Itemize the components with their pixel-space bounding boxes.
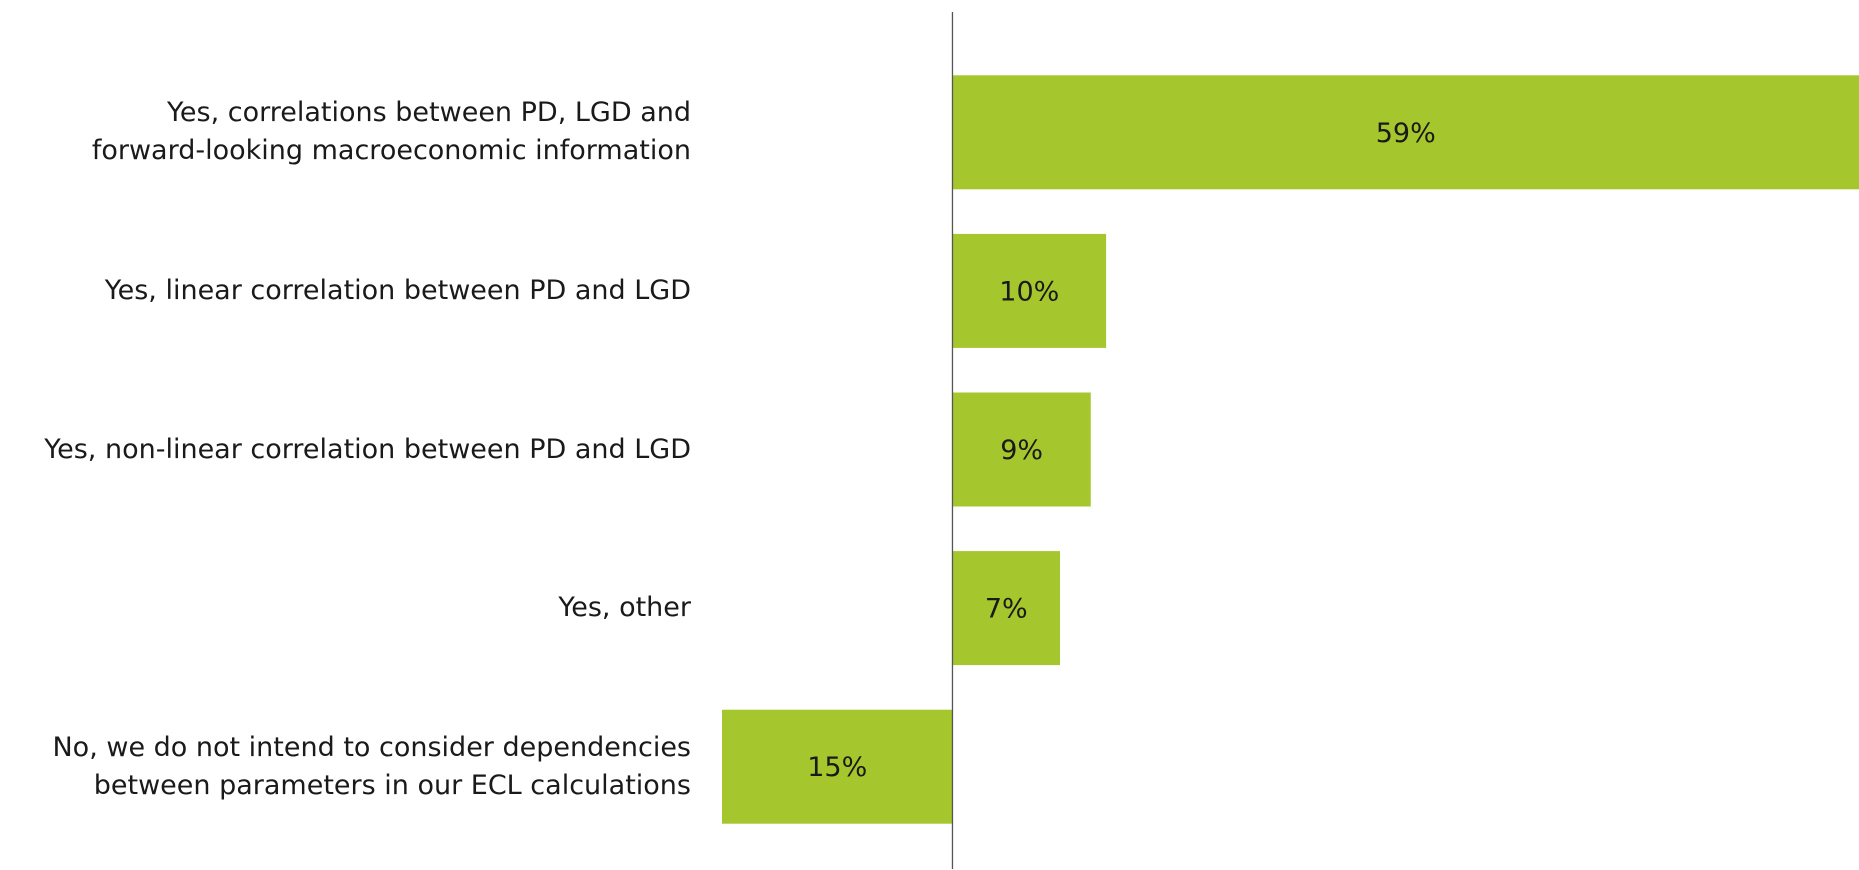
value-label: 7% bbox=[985, 594, 1028, 625]
category-label: Yes, linear correlation between PD and L… bbox=[104, 274, 691, 306]
category-label: Yes, other bbox=[558, 592, 691, 624]
value-label: 59% bbox=[1376, 118, 1436, 149]
bar bbox=[722, 709, 953, 824]
bar bbox=[952, 75, 1859, 190]
bar bbox=[952, 392, 1091, 507]
category-label: Yes, non-linear correlation between PD a… bbox=[44, 433, 691, 465]
value-label: 15% bbox=[807, 752, 867, 783]
value-label: 10% bbox=[999, 276, 1059, 307]
category-label: No, we do not intend to consider depende… bbox=[52, 731, 691, 801]
value-label: 9% bbox=[1000, 435, 1043, 466]
bar bbox=[952, 551, 1061, 666]
bar bbox=[952, 233, 1107, 348]
category-label: Yes, correlations between PD, LGD and fo… bbox=[91, 97, 691, 167]
